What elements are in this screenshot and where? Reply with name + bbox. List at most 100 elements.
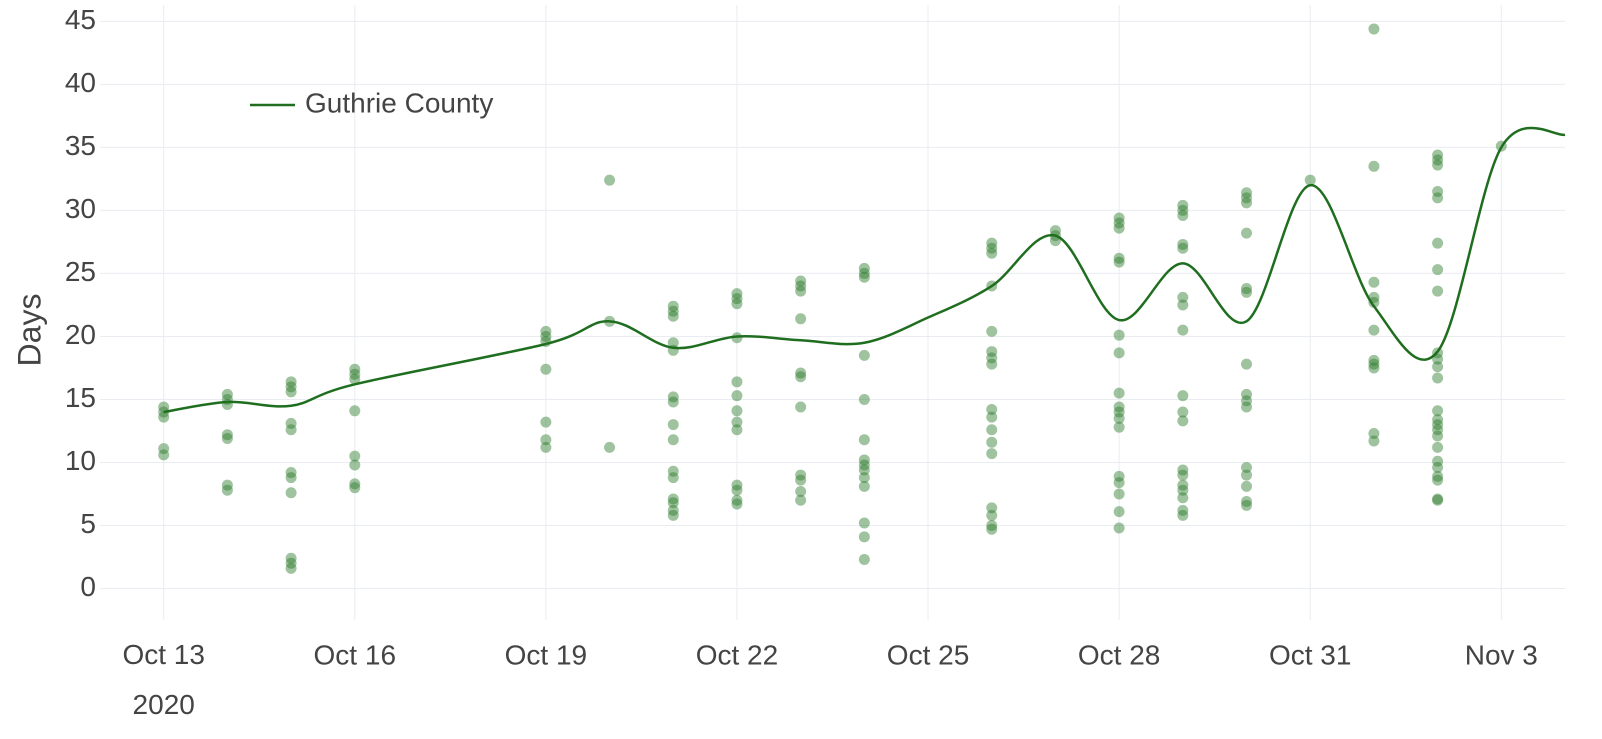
point — [858, 464, 870, 476]
point — [858, 472, 870, 484]
point — [1113, 347, 1125, 359]
point — [731, 416, 743, 428]
y-tick-label: 35 — [65, 130, 96, 161]
point — [986, 519, 998, 531]
point — [1177, 204, 1189, 216]
x-tick-label: Oct 28 — [1078, 639, 1160, 670]
point — [1432, 430, 1444, 442]
point — [986, 523, 998, 535]
point — [858, 531, 870, 543]
point — [1432, 455, 1444, 467]
point — [1368, 435, 1380, 447]
point — [731, 424, 743, 436]
point — [1177, 199, 1189, 211]
point — [731, 498, 743, 510]
point — [1368, 358, 1380, 370]
point — [1304, 174, 1316, 186]
point — [1368, 354, 1380, 366]
point — [667, 337, 679, 349]
point — [667, 497, 679, 509]
point — [158, 401, 170, 413]
point — [285, 376, 297, 388]
point — [1241, 395, 1253, 407]
y-tick-label: 10 — [65, 445, 96, 476]
x-tick-label: Nov 3 — [1465, 639, 1538, 670]
y-axis-label: Days — [11, 294, 47, 367]
point — [349, 450, 361, 462]
y-tick-label: 5 — [80, 508, 96, 539]
point — [221, 479, 233, 491]
point — [540, 434, 552, 446]
point — [1113, 477, 1125, 489]
point — [667, 434, 679, 446]
point — [795, 371, 807, 383]
point — [858, 434, 870, 446]
point — [285, 381, 297, 393]
point — [285, 562, 297, 574]
point — [986, 242, 998, 254]
point — [1113, 522, 1125, 534]
point — [1177, 504, 1189, 516]
point — [731, 494, 743, 506]
point — [1368, 296, 1380, 308]
x-tick-label: Oct 13 2020 — [122, 639, 204, 720]
point — [1368, 23, 1380, 35]
y-tick-label: 25 — [65, 256, 96, 287]
point — [285, 557, 297, 569]
point — [1177, 469, 1189, 481]
point — [1432, 192, 1444, 204]
point — [795, 474, 807, 486]
point — [1368, 160, 1380, 172]
point — [1241, 197, 1253, 209]
point — [285, 472, 297, 484]
point — [158, 411, 170, 423]
point — [986, 358, 998, 370]
point — [158, 443, 170, 455]
point — [986, 325, 998, 337]
y-tick-label: 15 — [65, 382, 96, 413]
point — [1113, 217, 1125, 229]
point — [1432, 474, 1444, 486]
y-tick-label: 0 — [80, 571, 96, 602]
point — [1241, 192, 1253, 204]
point — [1113, 506, 1125, 518]
point — [731, 288, 743, 300]
point — [1241, 358, 1253, 370]
point — [1113, 412, 1125, 424]
point — [1432, 424, 1444, 436]
point — [158, 449, 170, 461]
point — [1113, 488, 1125, 500]
point — [731, 479, 743, 491]
point — [1113, 212, 1125, 224]
point — [604, 441, 616, 453]
point — [667, 396, 679, 408]
point — [540, 441, 552, 453]
point — [986, 502, 998, 514]
point — [1368, 276, 1380, 288]
point — [731, 390, 743, 402]
point — [667, 465, 679, 477]
point — [540, 363, 552, 375]
point — [1432, 264, 1444, 276]
point — [1113, 256, 1125, 268]
point — [1432, 353, 1444, 365]
point — [1432, 494, 1444, 506]
y-tick-label: 45 — [65, 4, 96, 35]
point — [731, 405, 743, 417]
line — [163, 126, 1566, 414]
point — [795, 313, 807, 325]
point — [1177, 242, 1189, 254]
point — [986, 237, 998, 249]
point — [986, 404, 998, 416]
point — [858, 554, 870, 566]
point — [795, 469, 807, 481]
point — [1432, 414, 1444, 426]
point — [1177, 299, 1189, 311]
point — [221, 433, 233, 445]
point — [986, 509, 998, 521]
point — [1241, 499, 1253, 511]
point — [1049, 225, 1061, 237]
point — [858, 271, 870, 283]
point — [1113, 406, 1125, 418]
